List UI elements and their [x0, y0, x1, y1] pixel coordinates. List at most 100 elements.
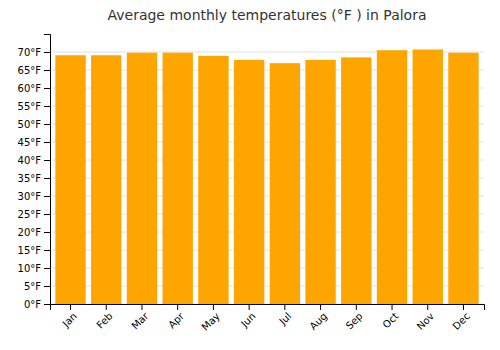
y-tick-mark: [44, 52, 50, 53]
y-tick-mark: [44, 88, 50, 89]
x-tick: Aug: [307, 304, 329, 332]
y-tick: 60°F: [18, 83, 50, 94]
x-tick: Jul: [276, 304, 293, 327]
bar: [163, 53, 193, 304]
bar: [413, 49, 443, 304]
y-axis: 0°F 5°F 10°F 15°F 20°F 25°F 30°F 35°F 40°F 45°F 50…: [18, 35, 51, 310]
y-tick-mark: [44, 178, 50, 179]
y-tick-mark: [44, 70, 50, 71]
bar: [377, 50, 407, 304]
y-tick-label: 55°F: [18, 101, 42, 112]
bar: [448, 53, 478, 304]
y-tick-label: 30°F: [18, 191, 42, 202]
bars: [55, 49, 478, 304]
chart: Jan Feb Mar Apr May Jun Jul Aug Sep Oct Nov Dec 0°F 5…: [0, 0, 500, 350]
y-tick: 65°F: [18, 65, 50, 76]
x-tick-mark: [392, 304, 393, 310]
bar: [234, 60, 264, 304]
y-tick: 45°F: [18, 137, 50, 148]
x-tick-label: Jun: [238, 310, 258, 330]
y-tick-label: 15°F: [18, 245, 42, 256]
x-axis-line: [51, 305, 485, 311]
y-tick: 15°F: [18, 245, 50, 256]
y-tick-label: 5°F: [24, 281, 41, 292]
y-tick-label: 40°F: [18, 155, 42, 166]
x-tick-mark: [320, 304, 321, 310]
x-tick: Oct: [380, 304, 400, 330]
y-tick-mark: [44, 160, 50, 161]
y-tick-label: 70°F: [18, 47, 42, 58]
x-tick: Jun: [238, 304, 258, 330]
x-tick-mark: [427, 304, 428, 310]
y-tick-label: 50°F: [18, 119, 42, 130]
y-tick-mark: [44, 250, 50, 251]
y-tick: 5°F: [24, 281, 50, 292]
y-tick: 30°F: [18, 191, 50, 202]
y-tick: 50°F: [18, 119, 50, 130]
y-tick: 0°F: [24, 299, 50, 310]
x-tick-label: Aug: [307, 310, 329, 332]
y-tick-mark: [44, 214, 50, 215]
x-tick: Nov: [415, 304, 437, 332]
y-tick-mark: [44, 106, 50, 107]
x-tick-label: Apr: [166, 310, 187, 331]
bar: [270, 63, 300, 304]
y-tick: 35°F: [18, 173, 50, 184]
title: Average monthly temperatures (°F ) in Pa…: [107, 7, 426, 23]
y-tick-mark: [44, 196, 50, 197]
plot-area: Jan Feb Mar Apr May Jun Jul Aug Sep Oct Nov Dec 0°F 5…: [18, 35, 485, 333]
y-tick-label: 0°F: [24, 299, 41, 310]
x-tick-mark: [106, 304, 107, 310]
y-tick-label: 20°F: [18, 227, 42, 238]
x-tick-label: Dec: [450, 310, 471, 331]
bar: [55, 55, 85, 304]
x-tick: Mar: [129, 304, 151, 331]
x-tick: Apr: [166, 304, 187, 330]
bar: [305, 60, 335, 304]
x-tick-label: Feb: [94, 310, 114, 330]
x-axis: Jan Feb Mar Apr May Jun Jul Aug Sep Oct Nov Dec: [51, 304, 485, 333]
x-tick-mark: [141, 304, 142, 310]
x-tick-label: Nov: [415, 310, 437, 332]
x-tick-mark: [284, 304, 285, 310]
bar: [91, 55, 121, 304]
x-tick-label: Jan: [60, 310, 79, 329]
x-tick-label: Sep: [344, 310, 365, 331]
bar: [341, 57, 371, 304]
y-tick: 25°F: [18, 209, 50, 220]
y-tick: 55°F: [18, 101, 50, 112]
x-tick: Feb: [94, 304, 114, 331]
x-tick-label: Jul: [276, 310, 293, 327]
y-tick: 20°F: [18, 227, 50, 238]
y-tick-mark: [44, 124, 50, 125]
y-tick-label: 25°F: [18, 209, 42, 220]
x-tick: Dec: [450, 304, 471, 332]
y-tick-label: 35°F: [18, 173, 42, 184]
y-axis-line: [44, 35, 51, 305]
y-tick: 10°F: [18, 263, 50, 274]
x-tick-mark: [177, 304, 178, 310]
y-tick-mark: [44, 142, 50, 143]
y-tick: 40°F: [18, 155, 50, 166]
x-tick-label: Mar: [129, 310, 151, 332]
y-tick-mark: [44, 232, 50, 233]
bar: [127, 53, 157, 304]
x-tick-mark: [213, 304, 214, 310]
x-tick: Sep: [344, 304, 365, 331]
y-tick-label: 45°F: [18, 137, 42, 148]
x-tick-mark: [249, 304, 250, 310]
bar: [198, 56, 228, 304]
x-tick-mark: [70, 304, 71, 310]
x-tick-mark: [463, 304, 464, 310]
x-tick: Jan: [60, 304, 79, 330]
x-tick: May: [199, 304, 221, 333]
x-tick-mark: [356, 304, 357, 310]
y-tick: 70°F: [18, 47, 50, 58]
y-tick-mark: [44, 304, 50, 305]
x-tick-label: Oct: [380, 310, 400, 330]
y-tick-label: 60°F: [18, 83, 42, 94]
y-tick-mark: [44, 286, 50, 287]
y-tick-label: 65°F: [18, 65, 42, 76]
y-tick-label: 10°F: [18, 263, 42, 274]
x-tick-label: May: [199, 310, 221, 332]
